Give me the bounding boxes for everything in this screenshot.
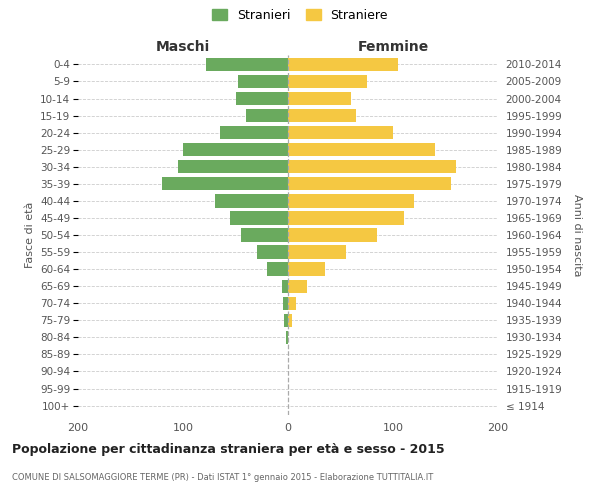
Bar: [220, 126, 288, 140]
Bar: [288, 75, 367, 88]
Bar: [288, 296, 296, 310]
Bar: [183, 143, 288, 156]
Bar: [162, 177, 288, 190]
Bar: [267, 262, 288, 276]
Bar: [288, 58, 398, 71]
Bar: [284, 314, 288, 327]
Bar: [206, 58, 288, 71]
Y-axis label: Fasce di età: Fasce di età: [25, 202, 35, 268]
Bar: [288, 262, 325, 276]
Bar: [288, 126, 393, 140]
Legend: Stranieri, Straniere: Stranieri, Straniere: [212, 8, 388, 22]
Bar: [288, 246, 346, 258]
Text: COMUNE DI SALSOMAGGIORE TERME (PR) - Dati ISTAT 1° gennaio 2015 - Elaborazione T: COMUNE DI SALSOMAGGIORE TERME (PR) - Dat…: [12, 472, 433, 482]
Bar: [282, 280, 288, 293]
Bar: [288, 194, 414, 207]
Bar: [178, 160, 288, 173]
Text: Maschi: Maschi: [156, 40, 210, 54]
Bar: [288, 143, 435, 156]
Bar: [288, 177, 451, 190]
Bar: [230, 212, 288, 224]
Bar: [246, 109, 288, 122]
Y-axis label: Anni di nascita: Anni di nascita: [572, 194, 582, 276]
Bar: [288, 228, 377, 241]
Bar: [235, 92, 288, 105]
Bar: [215, 194, 288, 207]
Bar: [288, 280, 307, 293]
Bar: [288, 109, 356, 122]
Bar: [286, 330, 288, 344]
Text: Femmine: Femmine: [358, 40, 428, 54]
Bar: [238, 75, 288, 88]
Text: Popolazione per cittadinanza straniera per età e sesso - 2015: Popolazione per cittadinanza straniera p…: [12, 442, 445, 456]
Bar: [288, 160, 456, 173]
Bar: [257, 246, 288, 258]
Bar: [283, 296, 288, 310]
Bar: [241, 228, 288, 241]
Bar: [288, 314, 292, 327]
Bar: [288, 92, 351, 105]
Bar: [288, 212, 404, 224]
